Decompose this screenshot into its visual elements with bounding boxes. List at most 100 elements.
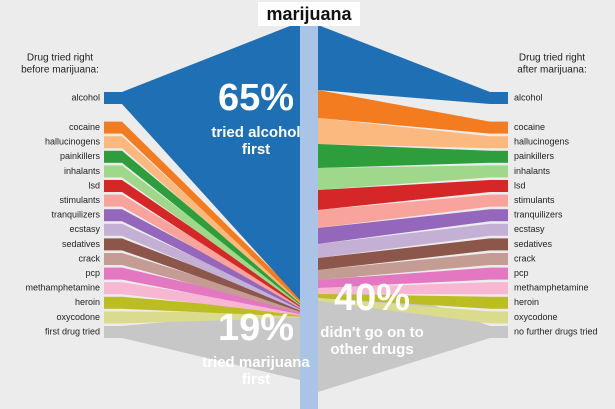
right-label: crack: [514, 253, 536, 263]
swatch: [490, 165, 508, 178]
swatch: [104, 238, 122, 251]
column-header: Drug tried right: [27, 53, 93, 64]
flow-right: [318, 118, 490, 149]
stat-caption: didn't go on to: [320, 324, 424, 341]
left-label: hallucinogens: [45, 137, 101, 147]
flow-right: [318, 267, 490, 288]
left-label: crack: [78, 253, 100, 263]
left-label: cocaine: [69, 122, 100, 132]
swatch: [490, 209, 508, 222]
left-label: stimulants: [59, 195, 100, 205]
right-label: no further drugs tried: [514, 326, 598, 336]
right-label: tranquilizers: [514, 210, 563, 220]
left-label: sedatives: [62, 239, 101, 249]
swatch: [490, 180, 508, 192]
swatch: [104, 253, 122, 265]
flow-left: [122, 282, 300, 316]
right-label: inhalants: [514, 166, 551, 176]
flow-left: [122, 253, 300, 313]
flows: [122, 22, 490, 392]
swatch: [490, 326, 508, 338]
flow-left: [122, 194, 300, 309]
column-header: after marijuana:: [517, 65, 586, 76]
flow-left: [122, 121, 300, 303]
swatch: [490, 267, 508, 280]
flow-left: [122, 209, 300, 310]
swatch: [104, 282, 122, 295]
right-label: hallucinogens: [514, 137, 570, 147]
flow-right: [318, 180, 490, 210]
swatch: [104, 267, 122, 280]
left-label: painkillers: [60, 151, 101, 161]
right-label: ecstasy: [514, 224, 545, 234]
swatch: [490, 194, 508, 207]
flow-left: [122, 267, 300, 315]
swatch: [104, 194, 122, 207]
swatch: [490, 296, 508, 309]
swatch: [104, 180, 122, 192]
left-label: alcohol: [71, 92, 100, 102]
flow-right: [318, 25, 490, 104]
left-label: lsd: [88, 180, 100, 190]
flow-left: [122, 296, 300, 317]
stat-caption: first: [242, 371, 270, 388]
right-label: alcohol: [514, 92, 543, 102]
swatch: [104, 136, 122, 149]
left-label: heroin: [75, 297, 100, 307]
flow-right: [318, 238, 490, 270]
stat-value: 40%: [334, 277, 410, 319]
flow-left: [122, 180, 300, 307]
right-label: pcp: [514, 268, 529, 278]
swatch: [104, 209, 122, 222]
swatch: [490, 282, 508, 295]
flow-right: [318, 209, 490, 244]
flow-right: [318, 294, 490, 309]
right-label: heroin: [514, 297, 539, 307]
right-label: oxycodone: [514, 312, 558, 322]
swatch: [104, 326, 122, 338]
left-label: ecstasy: [69, 224, 100, 234]
left-label: pcp: [85, 268, 100, 278]
flow-left: [122, 165, 300, 306]
marijuana-bar: [300, 22, 318, 409]
swatch: [104, 165, 122, 178]
flow-left: [122, 238, 300, 312]
stat-caption: other drugs: [330, 341, 413, 358]
swatch: [104, 223, 122, 236]
swatch: [104, 92, 122, 104]
left-label: tranquilizers: [51, 210, 100, 220]
right-label: methamphetamine: [514, 283, 589, 293]
swatch: [490, 121, 508, 134]
flow-left: [122, 22, 300, 300]
right-label: stimulants: [514, 195, 555, 205]
flow-left: [122, 310, 300, 380]
flow-right: [318, 282, 490, 295]
flow-right: [318, 165, 490, 190]
flow-right: [318, 262, 490, 392]
left-label: methamphetamine: [25, 283, 100, 293]
right-label: cocaine: [514, 122, 545, 132]
flow-left: [122, 150, 300, 305]
left-label: oxycodone: [56, 312, 100, 322]
swatch: [104, 150, 122, 163]
swatch: [490, 92, 508, 104]
flow-right: [318, 194, 490, 228]
left-label: inhalants: [64, 166, 101, 176]
swatch: [490, 223, 508, 236]
flow-right: [318, 223, 490, 258]
swatch: [490, 238, 508, 251]
swatch: [104, 311, 122, 324]
stat-caption: first: [242, 141, 270, 158]
stat-caption: tried marijuana: [202, 354, 310, 371]
column-header: before marijuana:: [21, 65, 99, 76]
stat-caption: tried alcohol: [211, 124, 300, 141]
title-box: [258, 2, 360, 26]
flow-left: [122, 223, 300, 311]
flow-right: [318, 90, 490, 134]
title: marijuana: [266, 4, 352, 24]
swatch: [490, 136, 508, 149]
flow-right: [318, 298, 490, 324]
right-label: painkillers: [514, 151, 555, 161]
